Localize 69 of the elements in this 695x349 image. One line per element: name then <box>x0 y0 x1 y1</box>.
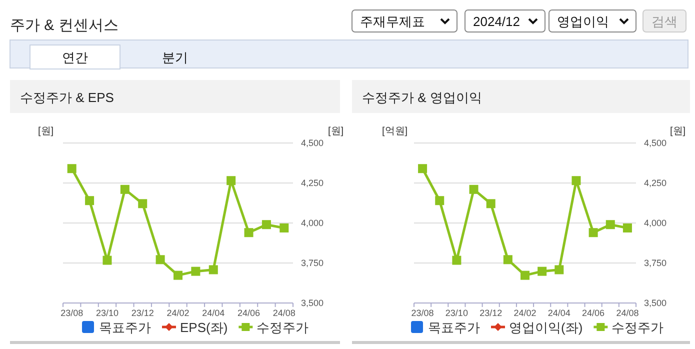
x-tick-label: 23/08 <box>411 308 434 318</box>
text: 주재무제표 <box>360 14 425 29</box>
point <box>208 265 218 274</box>
y2-tick-label: 4,500 <box>301 138 324 148</box>
point <box>452 256 462 265</box>
x-tick-label: 23/12 <box>131 308 154 318</box>
x-tick-label: 24/04 <box>548 308 570 318</box>
point <box>520 270 530 280</box>
point <box>102 256 112 265</box>
x-tick-label: 24/02 <box>166 308 190 318</box>
y-axis-title: [억원] <box>382 126 408 137</box>
x-tick-label: 23/10 <box>96 308 118 318</box>
x-tick-label: 23/08 <box>60 308 84 318</box>
y2-tick-label: 4,000 <box>301 218 324 228</box>
point <box>191 266 200 276</box>
y2-tick-label: 3,500 <box>644 298 667 308</box>
chart-title: 수정주가 & 영업이익 <box>362 90 482 105</box>
legend-label: 수정주가 <box>256 320 309 335</box>
point <box>138 199 148 208</box>
legend-label: 영업이익(좌) <box>509 320 583 335</box>
point <box>85 196 94 206</box>
chart-title: 수정주가 & EPS <box>20 90 114 105</box>
y2-tick-label: 4,250 <box>644 178 667 188</box>
point <box>280 223 289 232</box>
x-tick-label: 24/06 <box>238 308 260 318</box>
y2-axis-title: [원] <box>670 126 686 137</box>
point <box>244 228 254 238</box>
point <box>469 184 478 194</box>
point <box>486 199 496 208</box>
y2-tick-label: 4,500 <box>644 138 667 148</box>
point <box>503 255 512 264</box>
point <box>120 184 130 194</box>
y2-tick-label: 3,750 <box>301 258 324 268</box>
point <box>606 220 615 230</box>
point <box>262 220 271 230</box>
point <box>226 176 236 186</box>
point <box>538 266 547 276</box>
point <box>435 196 444 206</box>
y2-tick-label: 3,750 <box>644 258 667 268</box>
x-tick-label: 23/10 <box>445 308 468 318</box>
y2-tick-label: 3,500 <box>301 298 324 308</box>
point <box>554 265 564 274</box>
text: 검색 <box>652 14 678 29</box>
y2-axis-title: [원] <box>328 126 344 137</box>
point <box>174 270 182 280</box>
x-tick-label: 24/08 <box>272 308 296 318</box>
legend-label: EPS(좌) <box>180 320 228 335</box>
text: 주가 & 컨센서스 <box>10 17 118 34</box>
point <box>588 228 598 238</box>
point <box>572 176 581 186</box>
point <box>622 223 632 232</box>
text: 연간 <box>62 50 88 65</box>
x-tick-label: 23/12 <box>480 308 502 318</box>
legend-label: 수정주가 <box>612 320 664 335</box>
y2-tick-label: 4,250 <box>301 178 324 188</box>
legend-label: 목표주가 <box>428 320 480 335</box>
point <box>418 164 428 174</box>
x-tick-label: 24/04 <box>202 308 225 318</box>
x-tick-label: 24/06 <box>582 308 605 318</box>
text: 분기 <box>162 50 188 65</box>
y2-tick-label: 4,000 <box>644 218 667 228</box>
legend-label: 목표주가 <box>99 320 151 335</box>
x-tick-label: 24/02 <box>514 308 536 318</box>
y-axis-title: [원] <box>38 126 54 137</box>
point <box>67 164 76 174</box>
text: 2024/12 <box>473 14 520 29</box>
point <box>156 255 165 264</box>
x-tick-label: 24/08 <box>616 308 639 318</box>
text: 영업이익 <box>557 14 609 29</box>
